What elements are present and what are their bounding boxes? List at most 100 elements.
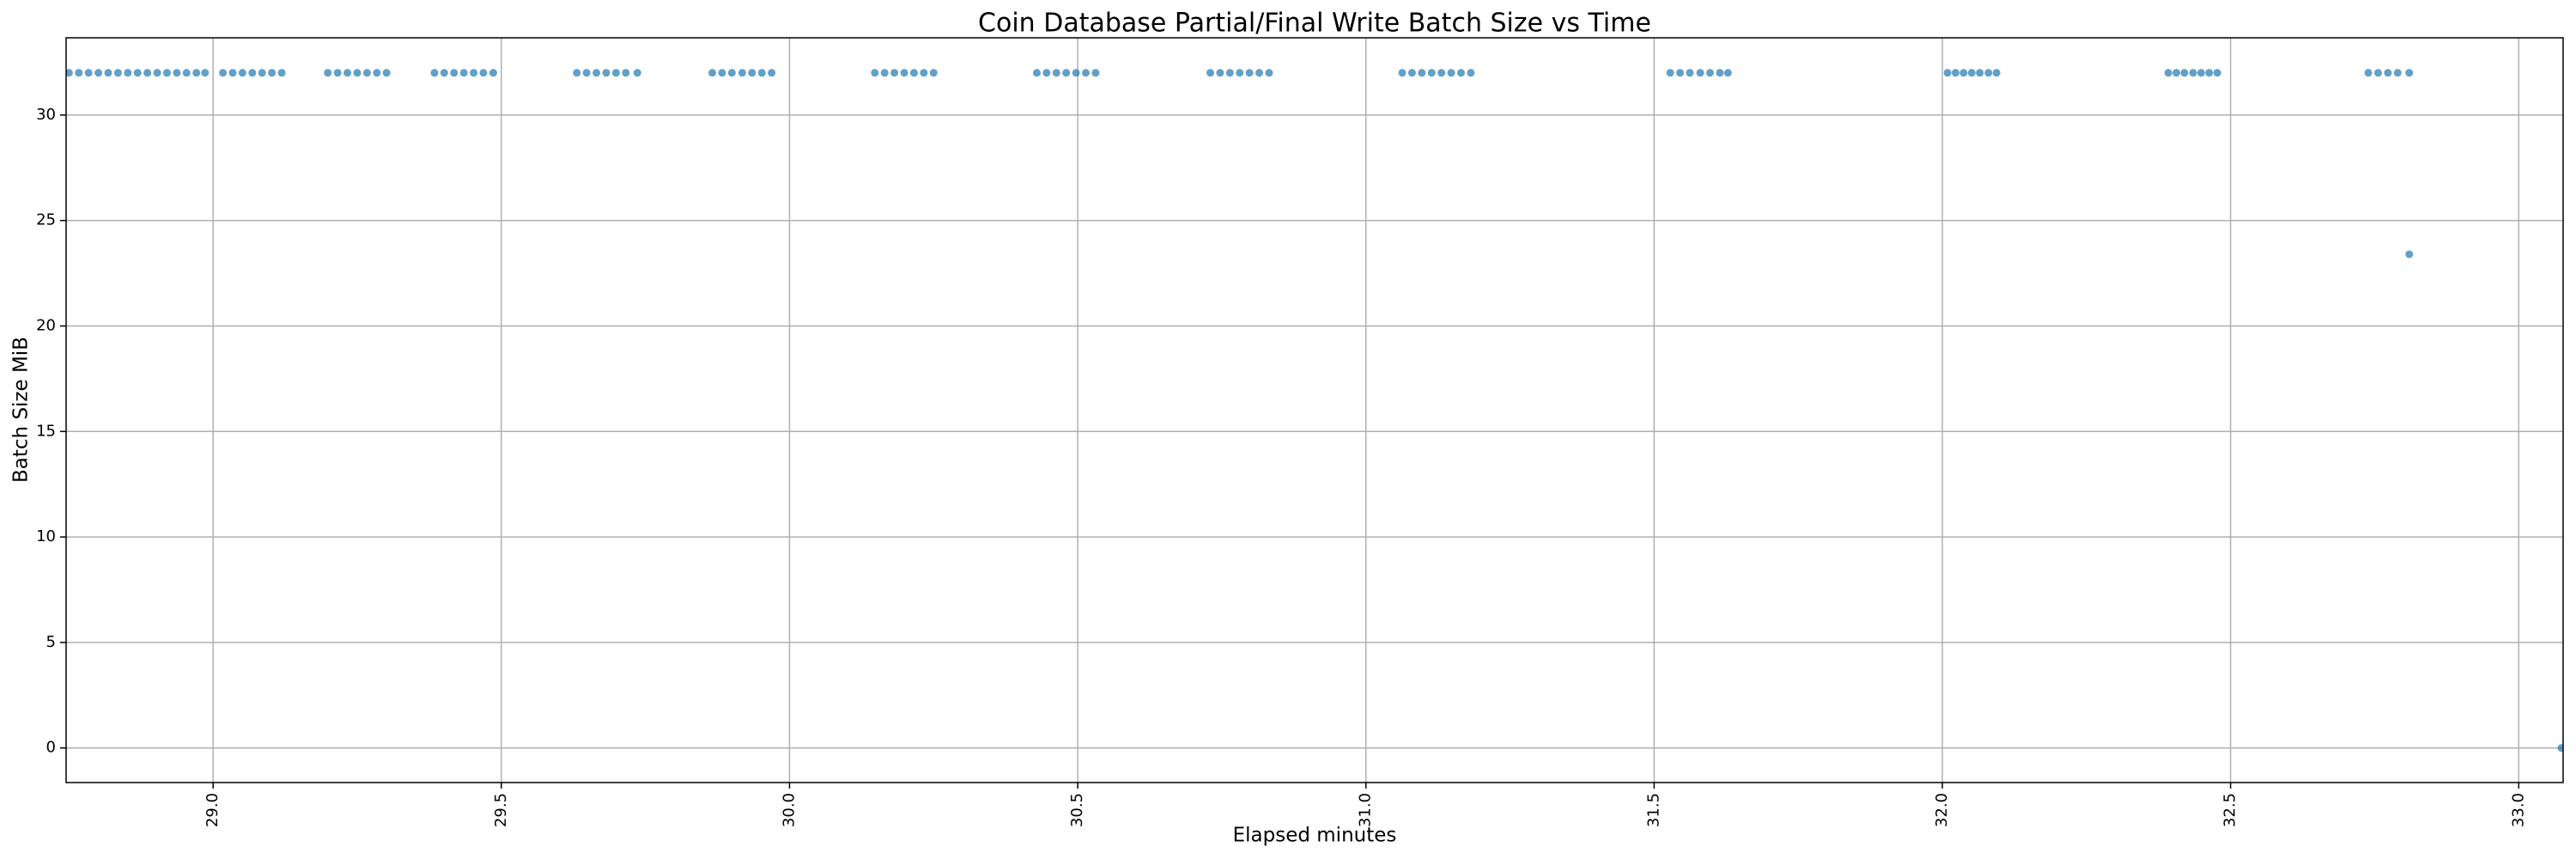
point (582, 69, 591, 77)
x-tick-label: 30.5 (1068, 793, 1086, 827)
point (738, 69, 746, 77)
point (470, 69, 478, 77)
point (113, 69, 122, 77)
point (489, 69, 497, 77)
point (1236, 69, 1244, 77)
x-tick-label: 30.0 (780, 793, 798, 827)
point (2393, 69, 2402, 77)
point (622, 69, 630, 77)
point (2196, 69, 2205, 77)
point (708, 69, 717, 77)
point (633, 69, 641, 77)
point (343, 69, 352, 77)
point (1032, 69, 1041, 77)
point (1265, 69, 1273, 77)
x-tick-label: 33.0 (2509, 793, 2527, 827)
point (459, 69, 468, 77)
point (1706, 69, 1715, 77)
point (1418, 69, 1426, 77)
point (1082, 69, 1091, 77)
x-tick-label: 29.5 (492, 793, 510, 827)
x-axis-label: Elapsed minutes (1233, 825, 1397, 847)
point (871, 69, 879, 77)
point (324, 69, 332, 77)
point (1467, 69, 1475, 77)
point (2405, 69, 2414, 77)
point (2405, 250, 2414, 259)
point (573, 69, 581, 77)
x-tick-label: 29.0 (204, 793, 222, 827)
point (1951, 69, 1959, 77)
point (1206, 69, 1214, 77)
point (1216, 69, 1224, 77)
point (248, 69, 257, 77)
point (2374, 69, 2383, 77)
point (124, 69, 132, 77)
point (75, 69, 83, 77)
point (353, 69, 361, 77)
point (440, 69, 448, 77)
y-tick-label: 0 (46, 739, 56, 757)
point (1976, 69, 1984, 77)
point (238, 69, 246, 77)
point (1052, 69, 1060, 77)
point (1943, 69, 1952, 77)
x-tick-label: 31.5 (1644, 793, 1662, 827)
point (592, 69, 601, 77)
point (143, 69, 152, 77)
point (1398, 69, 1406, 77)
point (2557, 744, 2563, 752)
point (2213, 69, 2221, 77)
point (268, 69, 276, 77)
x-tick-label: 32.0 (1933, 793, 1951, 827)
point (2384, 69, 2392, 77)
point (1427, 69, 1436, 77)
point (182, 69, 191, 77)
point (768, 69, 776, 77)
point (133, 69, 142, 77)
chart-title: Coin Database Partial/Final Write Batch … (978, 9, 1651, 39)
point (1407, 69, 1416, 77)
point (373, 69, 381, 77)
point (1676, 69, 1685, 77)
point (153, 69, 161, 77)
point (920, 69, 928, 77)
point (1723, 69, 1732, 77)
point (718, 69, 726, 77)
point (2180, 69, 2189, 77)
point (1686, 69, 1694, 77)
plot-frame (65, 37, 2564, 783)
point (2164, 69, 2172, 77)
y-tick-label: 25 (36, 211, 56, 229)
point (1984, 69, 1993, 77)
point (1255, 69, 1264, 77)
point (1062, 69, 1071, 77)
y-tick-label: 15 (36, 422, 56, 440)
point (450, 69, 459, 77)
point (94, 69, 103, 77)
point (277, 69, 286, 77)
point (333, 69, 342, 77)
point (748, 69, 756, 77)
point (228, 69, 237, 77)
y-tick-label: 20 (36, 317, 56, 335)
point (1091, 69, 1100, 77)
point (890, 69, 899, 77)
point (201, 69, 210, 77)
point (1959, 69, 1968, 77)
point (757, 69, 766, 77)
y-tick-label: 5 (46, 633, 56, 651)
point (479, 69, 488, 77)
point (1437, 69, 1446, 77)
x-tick-label: 31.0 (1357, 793, 1375, 827)
point (66, 69, 73, 77)
point (362, 69, 371, 77)
point (258, 69, 266, 77)
point (602, 69, 611, 77)
point (104, 69, 112, 77)
point (900, 69, 908, 77)
point (1967, 69, 1976, 77)
point (192, 69, 201, 77)
